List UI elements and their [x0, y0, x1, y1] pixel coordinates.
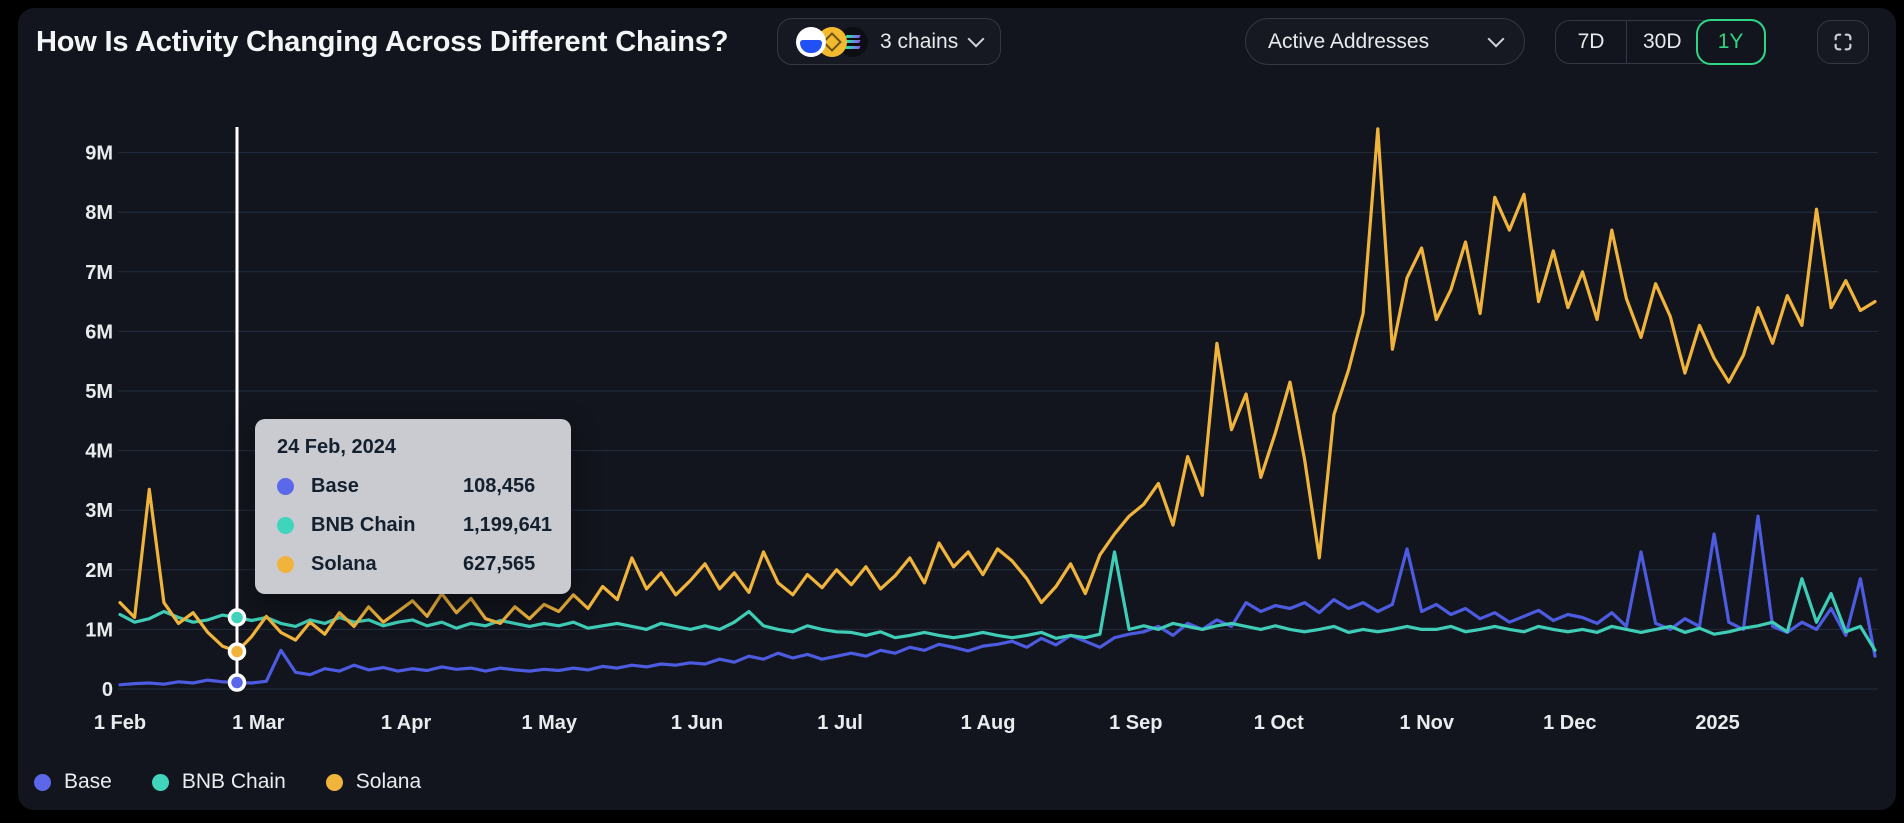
tooltip-series-name: Base [311, 475, 359, 497]
tooltip-series-name: BNB Chain [311, 514, 416, 536]
series-line-solana [118, 127, 1877, 654]
x-axis-label: 1 Mar [232, 712, 284, 734]
x-axis-label: 1 Jun [671, 712, 723, 734]
legend-label: Base [64, 770, 112, 793]
legend-label: BNB Chain [181, 770, 286, 793]
chart-tooltip: 24 Feb, 2024 Base 108,456 BNB Chain 1,19… [255, 419, 571, 594]
tooltip-series-value: 1,199,641 [463, 514, 552, 536]
base-coin-icon [796, 26, 826, 57]
chevron-down-icon [1487, 30, 1505, 48]
y-axis-label: 1M [85, 619, 113, 641]
range-button-1y[interactable]: 1Y [1695, 19, 1766, 65]
chain-coin-group [796, 26, 868, 57]
y-axis-label: 2M [85, 560, 113, 582]
chart-panel [18, 8, 1896, 810]
x-axis-label: 1 Sep [1109, 712, 1162, 734]
legend-item-bnb-chain[interactable]: BNB Chain [151, 770, 286, 794]
range-button-30d[interactable]: 30D [1626, 21, 1698, 63]
bnb-series-dot [277, 517, 294, 534]
x-axis-label: 1 Feb [94, 712, 146, 734]
x-axis-label: 1 Dec [1543, 712, 1596, 734]
chains-selector-label: 3 chains [880, 29, 959, 53]
x-axis-label: 1 Jul [817, 712, 863, 734]
fullscreen-button[interactable] [1817, 20, 1869, 64]
tooltip-row: Solana 627,565 [277, 553, 549, 576]
tooltip-series-value: 627,565 [463, 553, 536, 575]
y-axis-label: 9M [85, 143, 113, 165]
page-title: How Is Activity Changing Across Differen… [36, 26, 729, 58]
base-series-dot [34, 773, 51, 791]
x-axis-label: 1 Nov [1400, 712, 1455, 734]
tooltip-series-name: Solana [311, 553, 377, 575]
y-axis-label: 0 [102, 679, 113, 701]
base-series-dot [277, 478, 294, 495]
legend-item-solana[interactable]: Solana [325, 770, 422, 794]
fullscreen-icon [1834, 33, 1852, 51]
solana-series-dot [325, 773, 343, 791]
bnb-series-dot [151, 773, 169, 791]
range-selector: 7D 30D 1Y [1555, 19, 1766, 65]
chevron-down-icon [967, 30, 985, 48]
metric-selector[interactable]: Active Addresses [1245, 18, 1525, 65]
y-axis-label: 5M [85, 381, 113, 403]
y-axis-label: 8M [85, 202, 113, 224]
metric-selector-value: Active Addresses [1268, 29, 1430, 53]
hover-marker-bnb-chain [227, 608, 247, 627]
tooltip-date: 24 Feb, 2024 [277, 436, 396, 458]
chains-selector[interactable]: 3 chains [777, 18, 1002, 65]
y-axis-label: 7M [85, 262, 113, 284]
legend-label: Solana [355, 770, 422, 793]
hover-marker-solana [227, 642, 247, 661]
tooltip-row: BNB Chain 1,199,641 [277, 514, 552, 537]
x-axis-label: 1 Oct [1254, 712, 1304, 734]
series-line-bnb-chain [118, 550, 1877, 652]
solana-series-dot [277, 556, 294, 573]
chart-legend: Base BNB Chain Solana [34, 770, 421, 794]
series-line-base [118, 514, 1877, 687]
tooltip-row: Base 108,456 [277, 475, 549, 498]
hover-marker-base [227, 673, 247, 692]
y-axis-label: 4M [85, 441, 113, 463]
y-axis-label: 6M [85, 321, 113, 343]
x-axis-label: 2025 [1695, 712, 1740, 734]
x-axis-label: 1 May [521, 712, 577, 734]
x-axis-label: 1 Aug [961, 712, 1016, 734]
y-axis-label: 3M [85, 500, 113, 522]
x-axis-label: 1 Apr [381, 712, 432, 734]
legend-item-base[interactable]: Base [34, 770, 112, 794]
range-button-7d[interactable]: 7D [1556, 21, 1626, 63]
tooltip-series-value: 108,456 [463, 475, 536, 497]
